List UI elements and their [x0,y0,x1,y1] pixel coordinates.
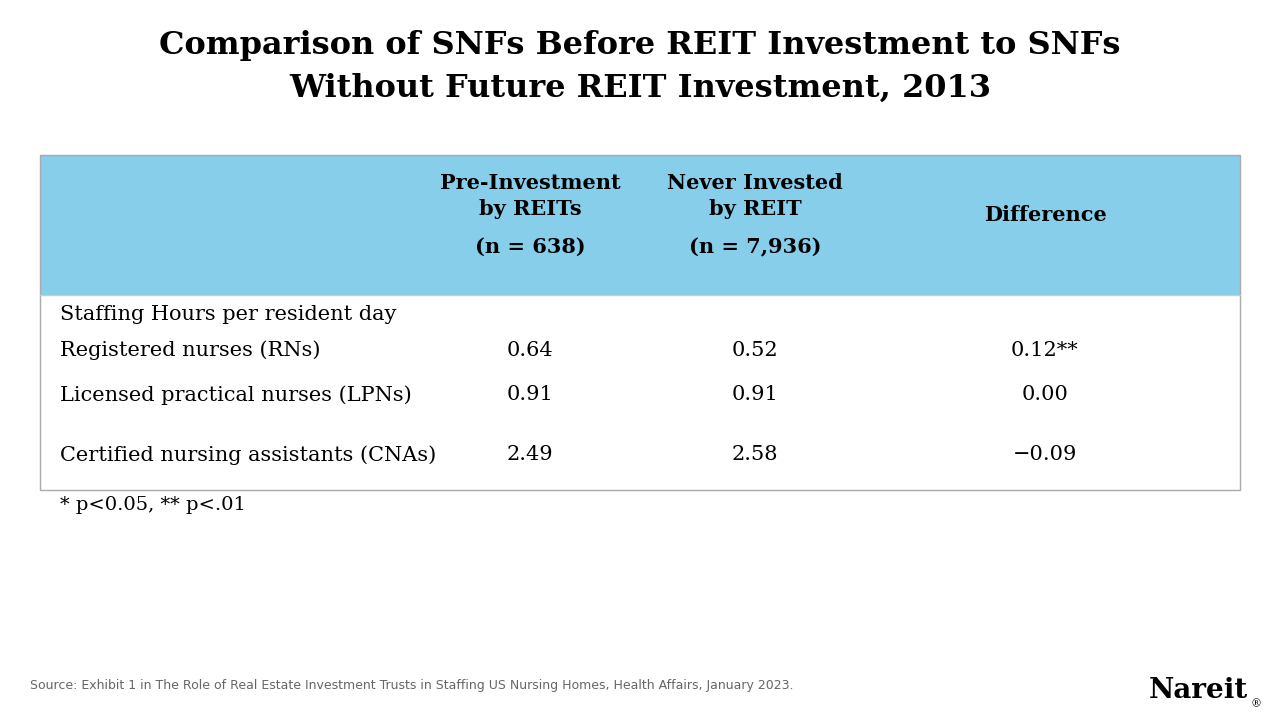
Text: Staffing Hours per resident day: Staffing Hours per resident day [60,305,397,325]
Text: ®: ® [1251,699,1261,709]
Text: Licensed practical nurses (LPNs): Licensed practical nurses (LPNs) [60,385,412,405]
Text: 0.12**: 0.12** [1011,341,1079,359]
Text: 0.91: 0.91 [732,385,778,405]
Text: Certified nursing assistants (CNAs): Certified nursing assistants (CNAs) [60,445,436,465]
Text: (n = 638): (n = 638) [475,237,585,257]
Text: 0.00: 0.00 [1021,385,1069,405]
Text: 2.49: 2.49 [507,446,553,464]
Text: Comparison of SNFs Before REIT Investment to SNFs
Without Future REIT Investment: Comparison of SNFs Before REIT Investmen… [159,30,1121,104]
Text: (n = 7,936): (n = 7,936) [689,237,822,257]
Text: * p<0.05, ** p<.01: * p<0.05, ** p<.01 [60,496,246,514]
Text: 2.58: 2.58 [732,446,778,464]
Text: Nareit: Nareit [1148,677,1248,703]
Text: Source: Exhibit 1 in The Role of Real Estate Investment Trusts in Staffing US Nu: Source: Exhibit 1 in The Role of Real Es… [29,678,794,691]
Bar [40,155,1240,295]
Text: 0.64: 0.64 [507,341,553,359]
Text: −0.09: −0.09 [1012,446,1078,464]
Text: Difference: Difference [983,205,1106,225]
Text: Never Invested
by REIT: Never Invested by REIT [667,173,842,220]
Text: 0.91: 0.91 [507,385,553,405]
Text: 0.52: 0.52 [732,341,778,359]
Text: Pre-Investment
by REITs: Pre-Investment by REITs [440,173,621,220]
Bar [40,155,1240,490]
Text: Registered nurses (RNs): Registered nurses (RNs) [60,340,320,360]
